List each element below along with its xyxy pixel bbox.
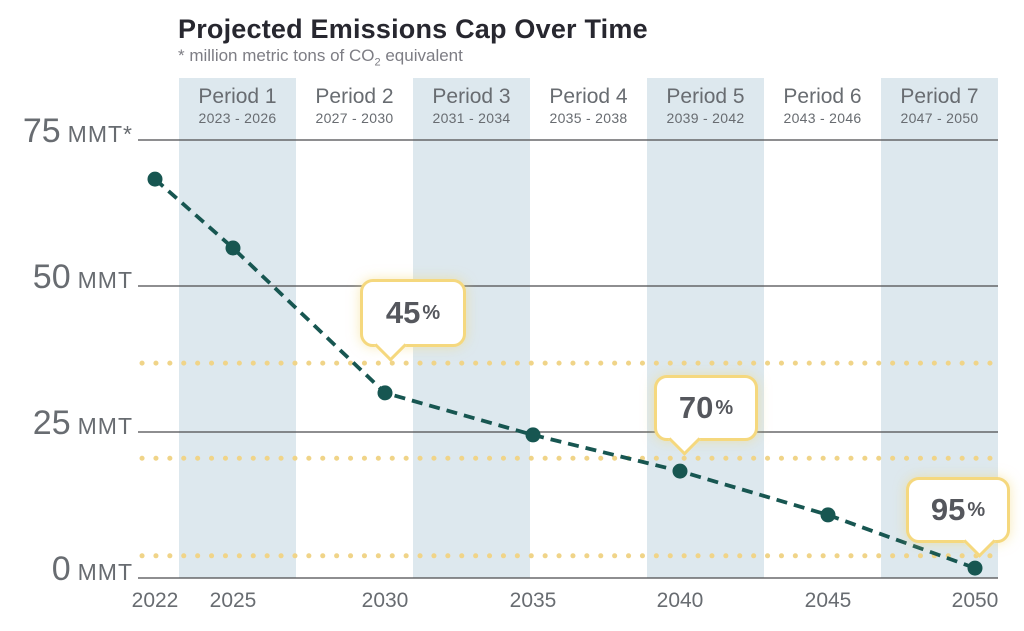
period-header-4: Period 4 2035 - 2038 [530,84,647,127]
callout-value: 95 [930,492,966,527]
data-point [225,240,241,256]
y-tick-25: 25 MMT [0,403,133,450]
period-label: Period 5 [666,85,745,108]
period-years: 2027 - 2030 [315,110,394,126]
x-tick-2045: 2045 [804,589,852,612]
y-tick-number: 0 [51,550,71,588]
percent-sign: % [967,498,986,521]
x-tick-2025: 2025 [209,589,257,612]
data-point [820,507,836,523]
chart-subtitle: * million metric tons of CO2 equivalent [178,46,463,68]
period-years: 2031 - 2034 [432,110,511,126]
period-header-2: Period 2 2027 - 2030 [296,84,413,127]
callout-70-percent: 70% [654,375,758,456]
data-point [967,560,983,576]
percent-sign: % [715,396,734,419]
x-tick-2030: 2030 [361,589,409,612]
period-years: 2043 - 2046 [783,110,862,126]
period-band [647,78,764,578]
y-tick-75: 75 MMT* [0,111,133,158]
subtitle-suffix: equivalent [380,46,463,65]
callout-95-percent: 95% [906,477,1010,558]
period-label: Period 6 [783,85,862,108]
period-band [179,78,296,578]
y-tick-50: 50 MMT [0,257,133,304]
callout-value: 70 [678,390,714,425]
percent-sign: % [422,301,441,324]
data-point [525,427,541,443]
period-label: Period 2 [315,85,394,108]
period-label: Period 7 [900,85,979,108]
period-header-1: Period 1 2023 - 2026 [179,84,296,127]
subtitle-prefix: * million metric tons of CO [178,46,375,65]
period-years: 2039 - 2042 [666,110,745,126]
period-label: Period 3 [432,85,511,108]
period-years: 2047 - 2050 [900,110,979,126]
y-tick-unit: MMT [77,267,133,293]
data-point [147,171,163,187]
period-header-3: Period 3 2031 - 2034 [413,84,530,127]
callout-value: 45 [385,295,421,330]
y-tick-number: 75 [22,112,61,150]
y-tick-unit: MMT [77,413,133,439]
callout-45-percent: 45% [360,279,466,362]
period-header-7: Period 7 2047 - 2050 [881,84,998,127]
period-header-5: Period 5 2039 - 2042 [647,84,764,127]
period-years: 2035 - 2038 [549,110,628,126]
subtitle-subscript: 2 [374,56,381,69]
y-tick-0: 0 MMT [0,549,133,596]
period-header-6: Period 6 2043 - 2046 [764,84,881,127]
period-label: Period 4 [549,85,628,108]
y-tick-unit: MMT* [67,121,133,147]
x-tick-2040: 2040 [656,589,704,612]
y-tick-number: 25 [32,404,71,442]
period-years: 2023 - 2026 [198,110,277,126]
period-label: Period 1 [198,85,277,108]
x-tick-2050: 2050 [951,589,999,612]
x-tick-2022: 2022 [131,589,179,612]
y-tick-number: 50 [32,258,71,296]
y-tick-unit: MMT [77,559,133,585]
chart-title: Projected Emissions Cap Over Time [178,14,648,44]
data-point [672,463,688,479]
data-point [377,385,393,401]
x-tick-2035: 2035 [509,589,557,612]
